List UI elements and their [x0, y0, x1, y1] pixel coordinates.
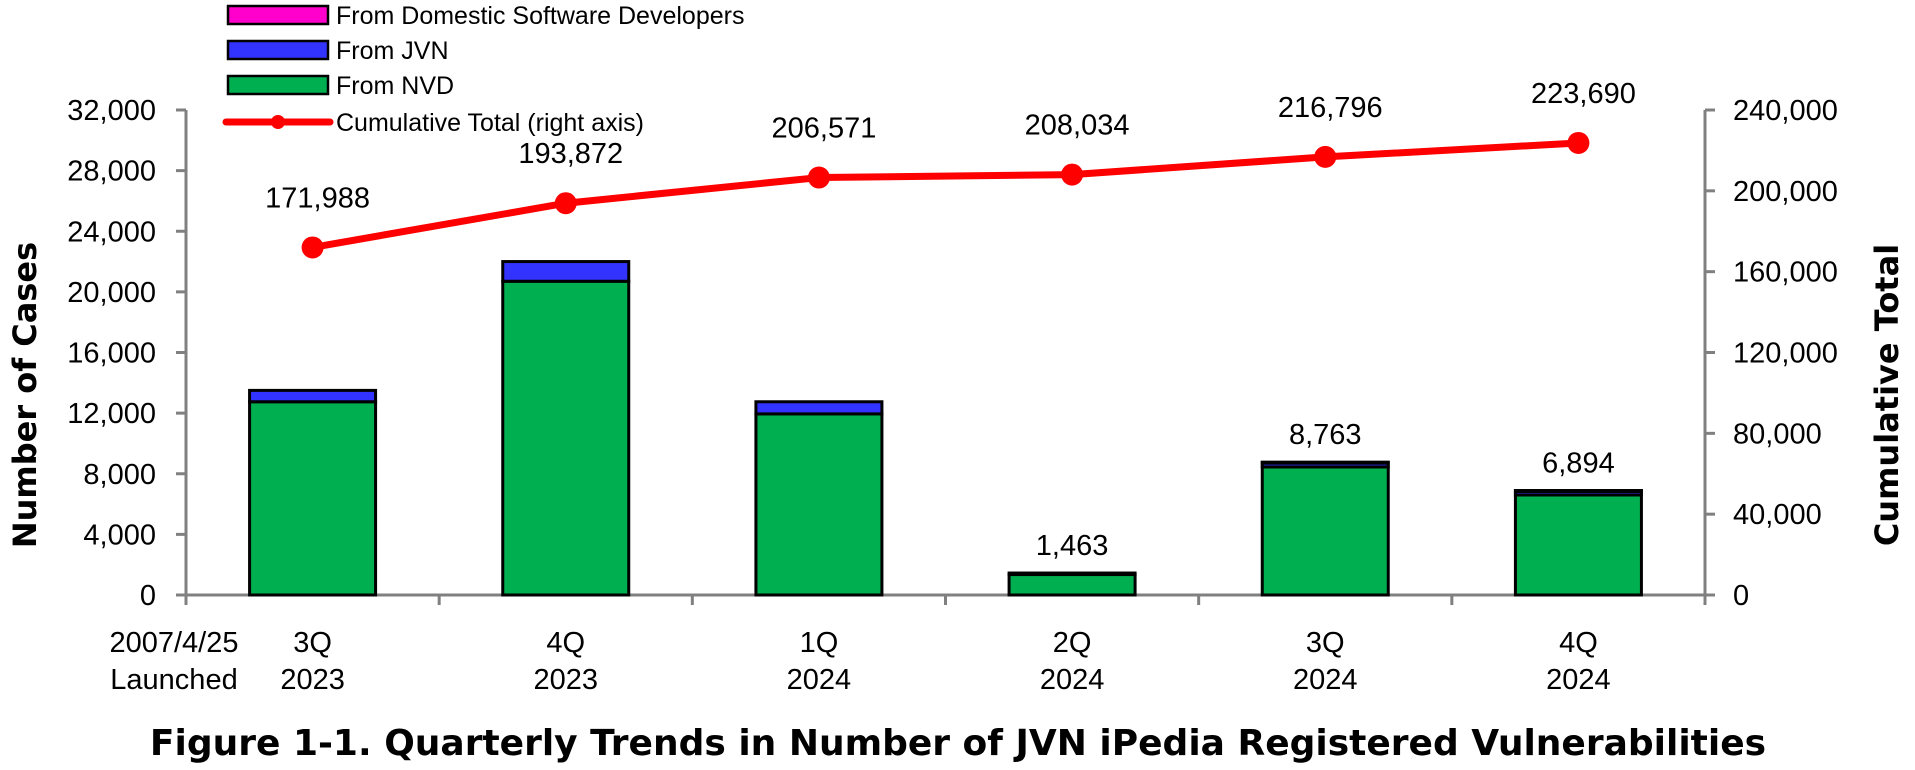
bar-nvd [1260, 465, 1390, 597]
y-tick-label: 8,000 [83, 459, 156, 491]
bar-jvn [754, 400, 884, 416]
x-tick-label-year: 2023 [533, 664, 598, 696]
y2-axis-title: Cumulative Total [1868, 244, 1906, 546]
bar-jvn [1007, 571, 1137, 577]
legend-line-marker [271, 115, 285, 129]
bar-domestic [1260, 460, 1390, 465]
bar-total-label: 8,763 [1289, 419, 1362, 451]
cumulative-point [301, 236, 324, 259]
x-tick-label-year: 2024 [1293, 664, 1358, 696]
cumulative-point [807, 166, 830, 189]
cumulative-point [554, 192, 577, 215]
cumulative-label: 193,872 [518, 138, 623, 170]
y2-tick-label: 120,000 [1733, 338, 1838, 370]
bar-domestic [1513, 489, 1643, 494]
legend-swatch-domestic [226, 4, 330, 26]
y-tick-label: 20,000 [67, 277, 156, 309]
bar-nvd [754, 412, 884, 597]
legend-swatch-nvd [226, 74, 330, 96]
x-tick-label-year: 2024 [787, 664, 852, 696]
bar-nvd [1007, 573, 1137, 597]
bar-total-label: 1,463 [1036, 530, 1109, 562]
legend-label-domestic: From Domestic Software Developers [336, 2, 744, 30]
y2-tick-label: 160,000 [1733, 257, 1838, 289]
x-tick-label-quarter: 3Q [293, 627, 332, 659]
cumulative-point [1567, 131, 1590, 154]
y2-tick-label: 80,000 [1733, 418, 1822, 450]
bar-jvn [501, 260, 631, 283]
cumulative-label: 208,034 [1025, 110, 1130, 142]
launch-note-label: Launched [110, 664, 237, 696]
y2-tick-label: 40,000 [1733, 499, 1822, 531]
x-tick-label-quarter: 4Q [546, 627, 585, 659]
x-tick-label-quarter: 3Q [1306, 627, 1345, 659]
x-tick-label-year: 2024 [1546, 664, 1611, 696]
x-tick-label-year: 2023 [280, 664, 345, 696]
cumulative-point [1061, 163, 1084, 186]
legend: From Domestic Software Developers From J… [222, 2, 744, 137]
y-tick-label: 4,000 [83, 519, 156, 551]
bar-nvd [248, 400, 378, 597]
bar-jvn [248, 388, 378, 404]
legend-swatch-jvn [226, 39, 330, 61]
y2-tick-label: 0 [1733, 580, 1749, 612]
y-axis-title: Number of Cases [6, 242, 44, 548]
cumulative-line [311, 139, 1579, 251]
x-tick-label-year: 2024 [1040, 664, 1105, 696]
cumulative-label: 206,571 [772, 113, 877, 145]
legend-label-jvn: From JVN [336, 37, 449, 65]
y-tick-label: 32,000 [67, 95, 156, 127]
x-tick-label-quarter: 4Q [1559, 627, 1598, 659]
cumulative-label: 223,690 [1531, 78, 1636, 110]
legend-label-cumulative: Cumulative Total (right axis) [336, 109, 644, 137]
y-tick-label: 12,000 [67, 398, 156, 430]
y2-tick-label: 200,000 [1733, 176, 1838, 208]
bar-nvd [501, 279, 631, 597]
bar-total-label: 6,894 [1542, 448, 1615, 480]
y-tick-label: 0 [140, 580, 156, 612]
cumulative-point [1314, 145, 1337, 168]
legend-label-nvd: From NVD [336, 72, 454, 100]
cumulative-label: 216,796 [1278, 92, 1383, 124]
cumulative-label: 171,988 [265, 182, 370, 214]
y-tick-label: 16,000 [67, 338, 156, 370]
y2-tick-label: 240,000 [1733, 95, 1838, 127]
x-tick-label-quarter: 1Q [800, 627, 839, 659]
launch-note-date: 2007/4/25 [109, 627, 238, 659]
y-tick-label: 24,000 [67, 216, 156, 248]
bar-nvd [1513, 493, 1643, 597]
figure-caption: Figure 1-1. Quarterly Trends in Number o… [150, 723, 1766, 764]
y-tick-label: 28,000 [67, 156, 156, 188]
x-tick-label-quarter: 2Q [1053, 627, 1092, 659]
